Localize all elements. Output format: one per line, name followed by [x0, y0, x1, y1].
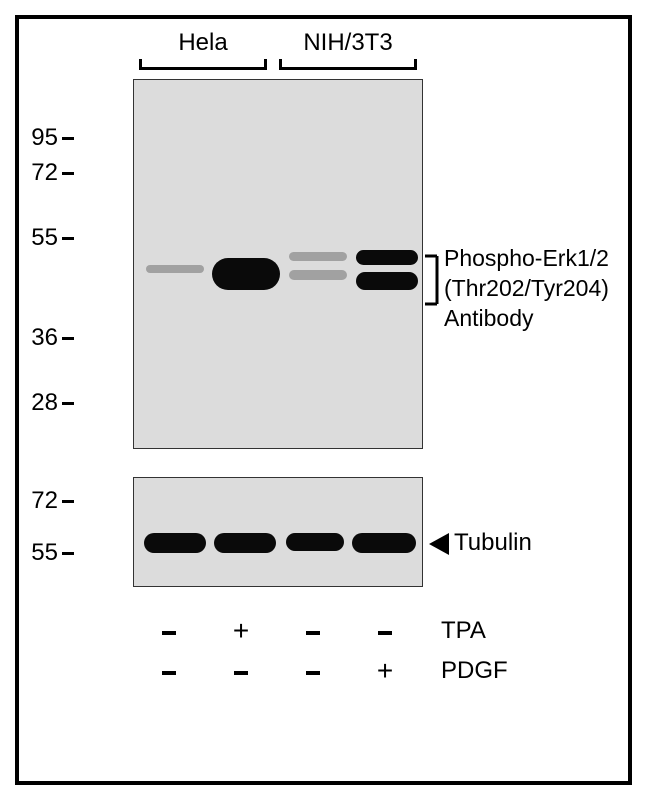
cell-line-labels: Hela NIH/3T3 — [133, 29, 423, 73]
mw-36: 36 — [31, 324, 74, 352]
tpa-lane3 — [277, 615, 349, 647]
antibody-line1: Phospho-Erk1/2 — [444, 244, 609, 274]
band-phospho-erk-lane2 — [212, 258, 280, 290]
treatment-row-pdgf: + PDGF — [133, 651, 508, 691]
pdgf-lane1 — [133, 655, 205, 687]
phospho-erk-bracket — [425, 254, 443, 311]
antibody-line3: Antibody — [444, 304, 609, 334]
blot-container — [133, 79, 423, 587]
cell-group-nih3t3: NIH/3T3 — [273, 29, 423, 73]
mw-72: 72 — [31, 159, 74, 187]
tpa-label: TPA — [441, 617, 486, 645]
tpa-lane1 — [133, 615, 205, 647]
tubulin-label: Tubulin — [454, 529, 532, 557]
antibody-line2: (Thr202/Tyr204) — [444, 274, 609, 304]
mw-72-bottom: 72 — [31, 487, 74, 515]
cell-bracket-hela — [133, 59, 273, 73]
band-phospho-erk-lane1 — [146, 265, 204, 273]
pdgf-lane3 — [277, 655, 349, 687]
tpa-lane2: + — [205, 615, 277, 647]
band-phospho-erk-lane4 — [356, 272, 418, 290]
band-tubulin-lane1 — [144, 533, 206, 553]
treatment-row-tpa: + TPA — [133, 611, 508, 651]
tpa-lane4 — [349, 615, 421, 647]
pdgf-lane2 — [205, 655, 277, 687]
treatment-table: + TPA + PDGF — [133, 611, 508, 691]
mw-95: 95 — [31, 124, 74, 152]
band-tubulin-lane4 — [352, 533, 416, 553]
band-phospho-erk-lane4 — [356, 250, 418, 265]
mw-28: 28 — [31, 389, 74, 417]
tubulin-marker — [427, 531, 451, 562]
figure-frame: Hela NIH/3T3 95 72 55 36 28 72 55 — [15, 15, 632, 785]
band-tubulin-lane3 — [286, 533, 344, 551]
pdgf-lane4: + — [349, 655, 421, 687]
band-tubulin-lane2 — [214, 533, 276, 553]
cell-name-nih3t3: NIH/3T3 — [273, 29, 423, 57]
cell-name-hela: Hela — [133, 29, 273, 57]
cell-group-hela: Hela — [133, 29, 273, 73]
blot-phospho-erk — [133, 79, 423, 449]
band-phospho-erk-lane3 — [289, 270, 347, 280]
antibody-label: Phospho-Erk1/2 (Thr202/Tyr204) Antibody — [444, 244, 609, 334]
cell-bracket-nih3t3 — [273, 59, 423, 73]
pdgf-label: PDGF — [441, 657, 508, 685]
mw-55: 55 — [31, 224, 74, 252]
band-phospho-erk-lane3 — [289, 252, 347, 261]
mw-55-bottom: 55 — [31, 539, 74, 567]
blot-tubulin — [133, 477, 423, 587]
